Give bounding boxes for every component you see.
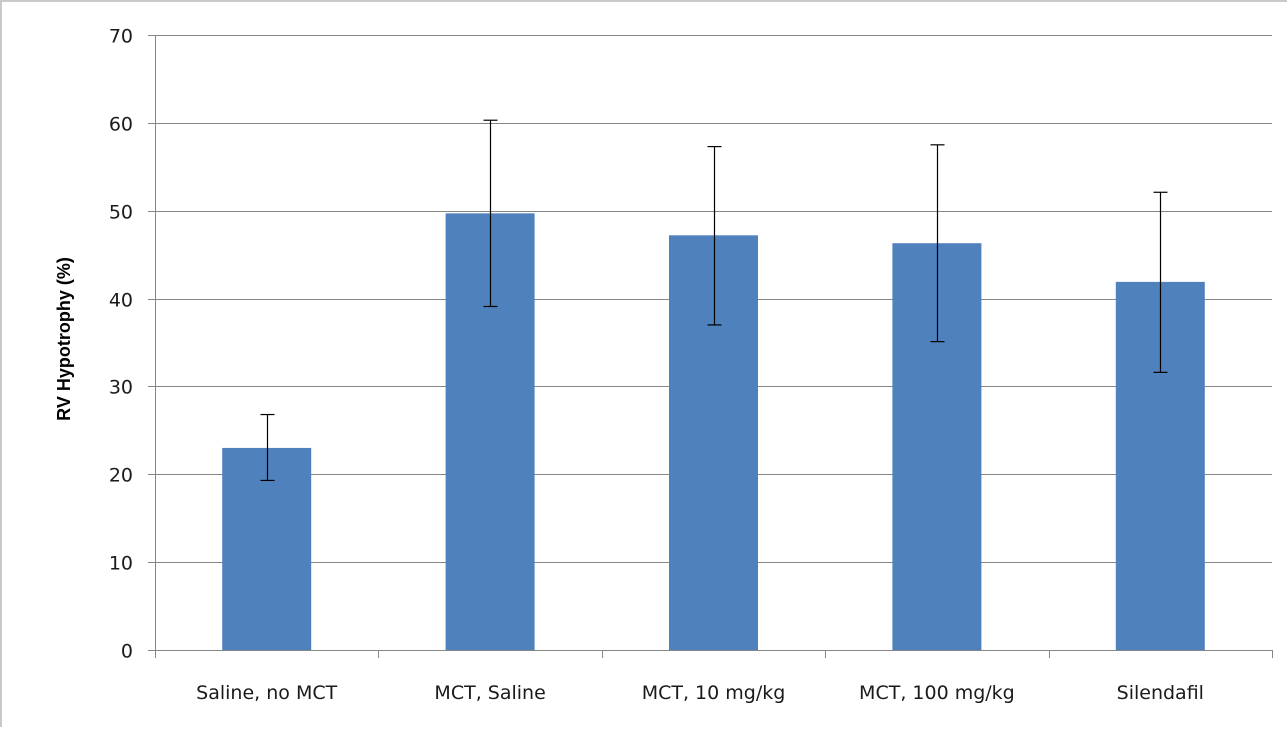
axes <box>148 35 1273 658</box>
y-axis-title: RV Hypotrophy (%) <box>54 257 74 421</box>
x-category-label: MCT, Saline <box>434 682 545 704</box>
bars <box>222 213 1205 651</box>
x-category-label: Silendafil <box>1117 682 1204 704</box>
y-tick-label: 20 <box>109 465 133 487</box>
y-tick-label: 60 <box>109 114 133 136</box>
y-tick-label: 30 <box>109 377 133 399</box>
x-category-label: Saline, no MCT <box>196 682 337 704</box>
y-tick-label: 40 <box>109 290 133 312</box>
bar <box>222 447 312 650</box>
x-category-label: MCT, 100 mg/kg <box>859 682 1015 704</box>
y-tick-label: 0 <box>121 641 133 663</box>
bar <box>669 235 758 651</box>
y-tick-label: 50 <box>109 202 133 224</box>
y-tick-labels: 0 10 20 30 40 50 60 70 <box>109 26 133 663</box>
y-tick-label: 70 <box>109 26 133 48</box>
y-tick-label: 10 <box>109 553 133 575</box>
error-bars <box>260 119 1168 482</box>
x-category-labels: Saline, no MCT MCT, Saline MCT, 10 mg/kg MC… <box>196 682 1204 704</box>
x-category-label: MCT, 10 mg/kg <box>642 682 786 704</box>
